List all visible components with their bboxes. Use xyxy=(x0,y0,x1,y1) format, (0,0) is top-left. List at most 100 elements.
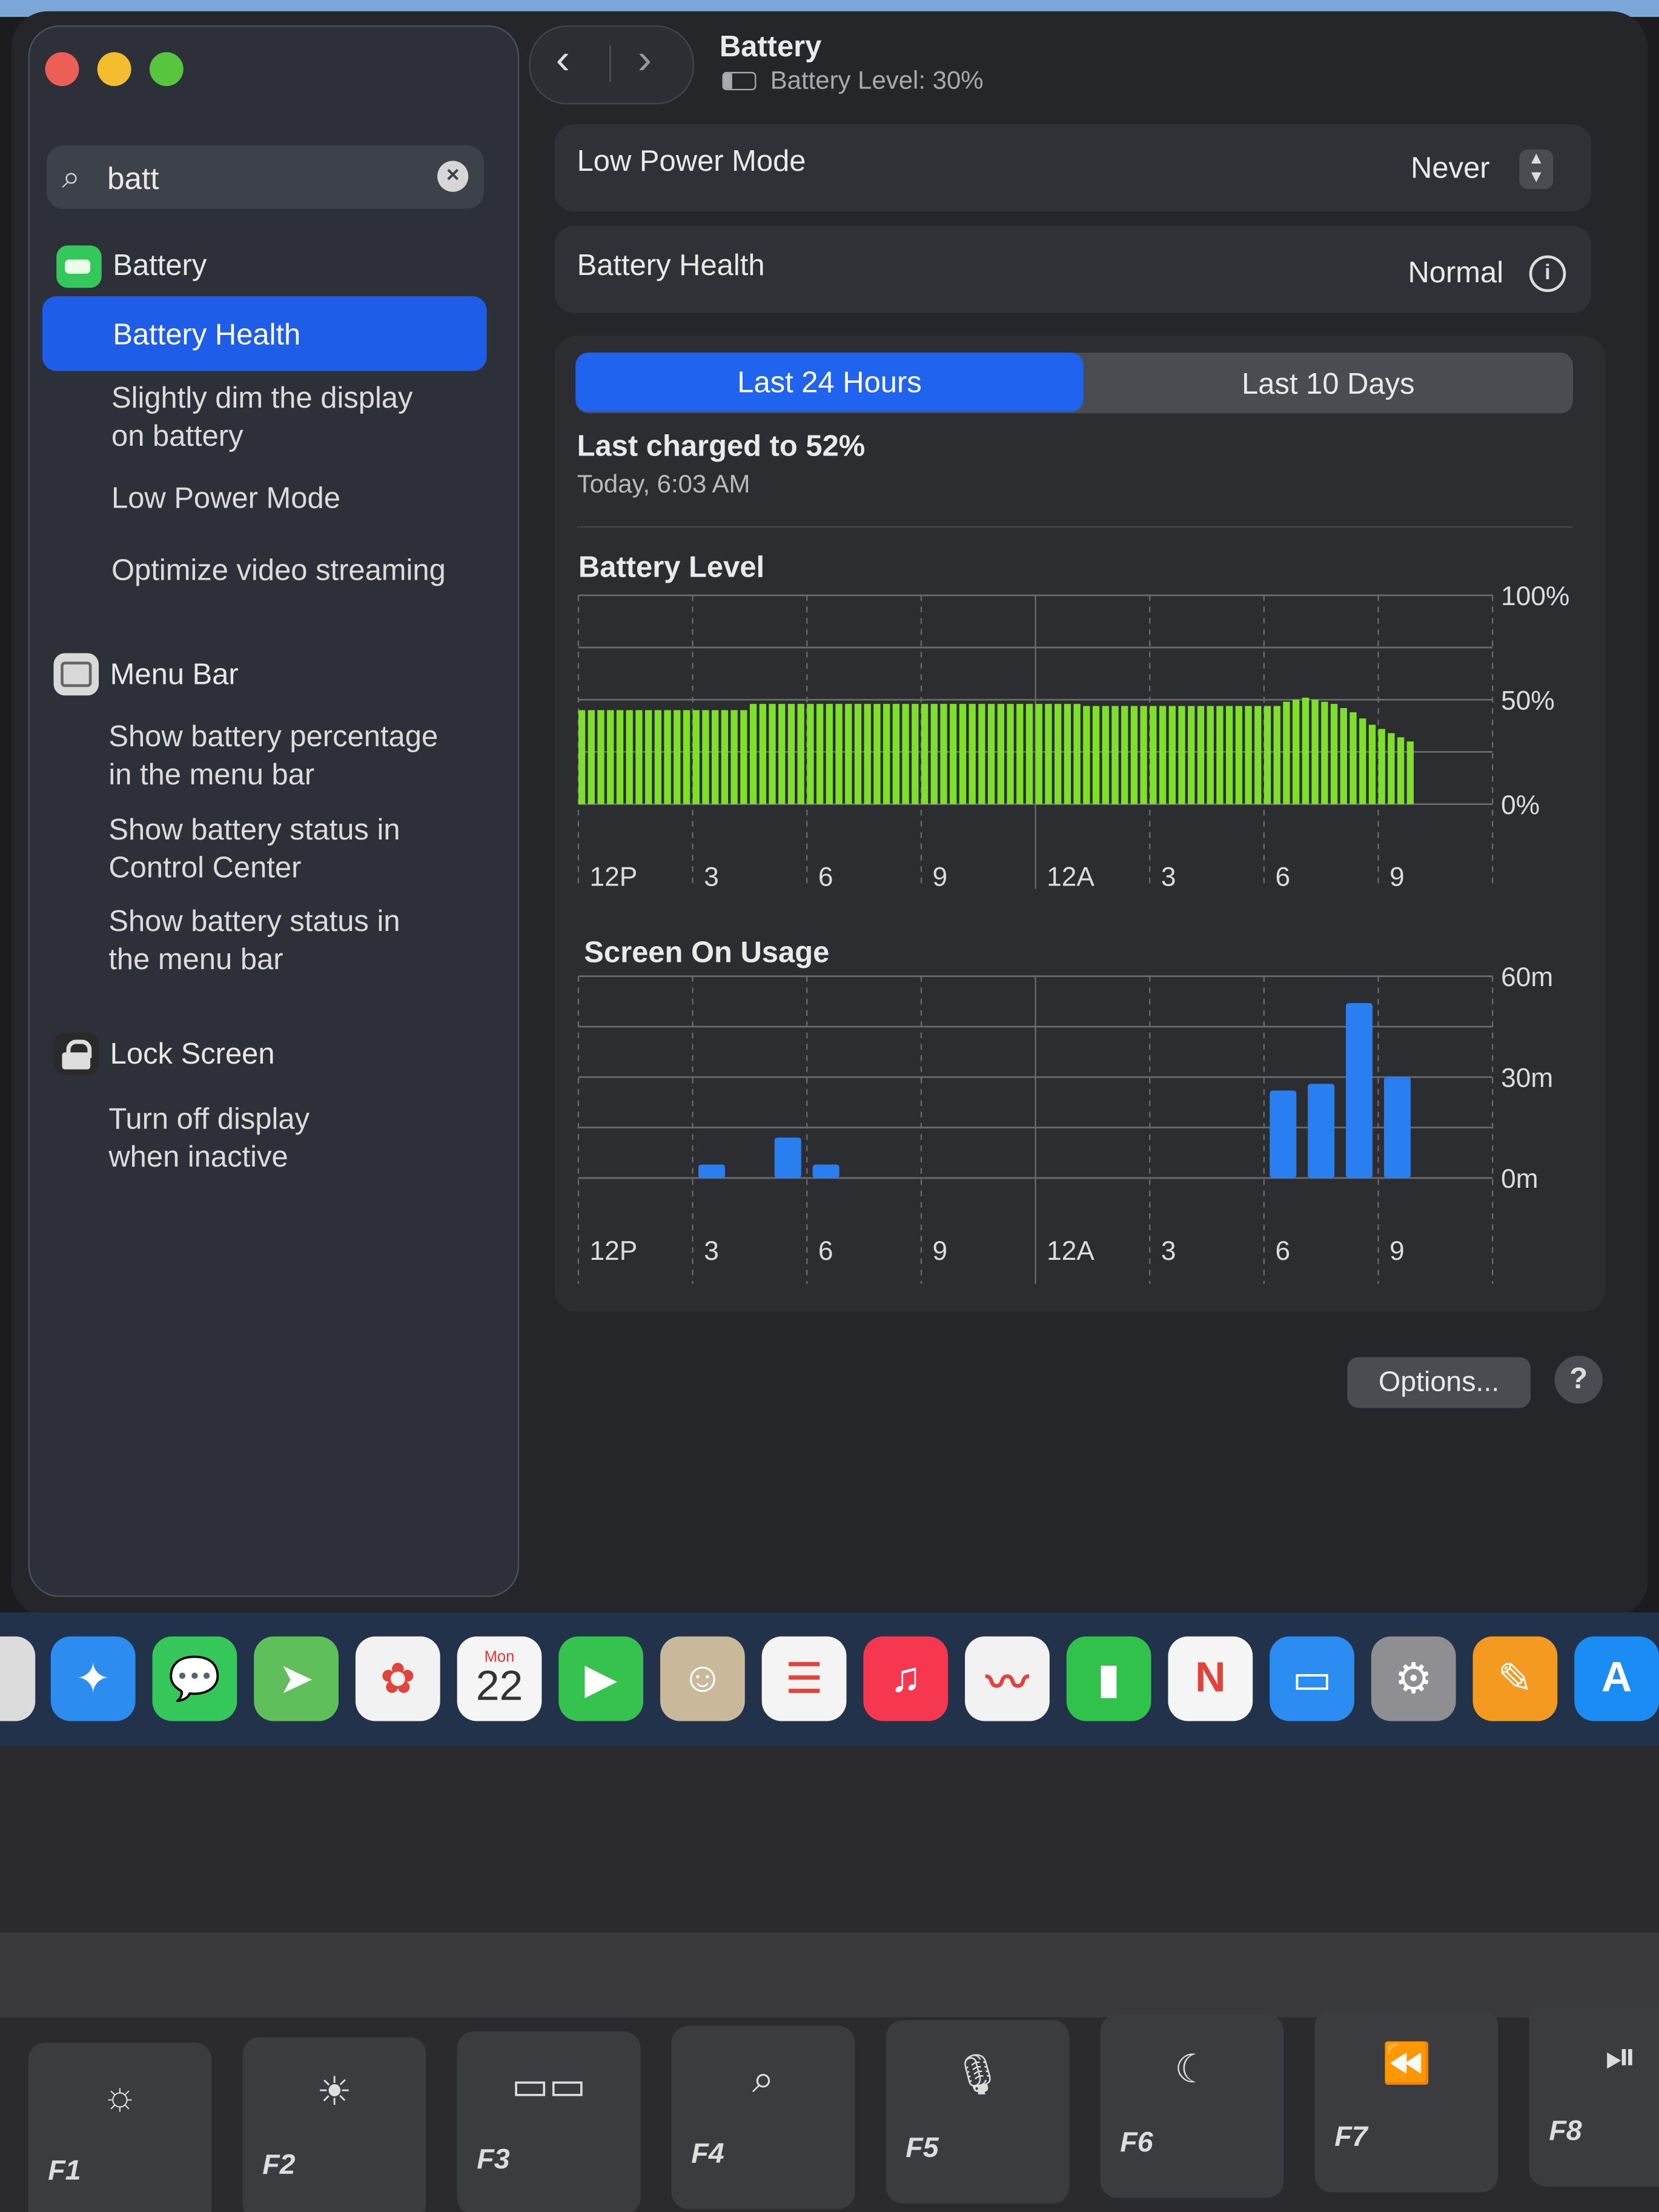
options-button[interactable] xyxy=(1347,1357,1531,1408)
bar xyxy=(987,704,995,804)
search-input[interactable]: batt xyxy=(107,161,159,196)
dock-app-news[interactable]: N xyxy=(1168,1636,1253,1721)
minimize-button[interactable] xyxy=(97,52,131,87)
x-tick-label: 12A xyxy=(1047,863,1094,892)
bar xyxy=(749,704,757,804)
sidebar-group-battery[interactable]: Battery xyxy=(113,250,207,282)
sidebar-item-battery-health[interactable] xyxy=(42,296,487,371)
window-subtitle: Battery Level: 30% xyxy=(770,66,984,95)
bar xyxy=(1368,724,1376,804)
bar xyxy=(1121,706,1128,804)
y-tick-label: 60m xyxy=(1501,962,1553,992)
key-f4[interactable]: ⌕ F4 xyxy=(671,2025,855,2210)
bar xyxy=(674,710,681,804)
sidebar-item-status-menu-bar[interactable]: Show battery status in the menu bar xyxy=(108,903,400,979)
nav-buttons xyxy=(529,25,694,105)
tab-last-24-hours[interactable] xyxy=(575,353,1084,412)
key-f2[interactable]: ☀ F2 xyxy=(242,2037,426,2212)
x-tick-label: 12A xyxy=(1047,1236,1094,1266)
chevron-right-icon[interactable]: › xyxy=(637,36,652,84)
dock-app-keynote[interactable]: ▭ xyxy=(1270,1636,1354,1721)
key-f6[interactable]: ☾ F6 xyxy=(1100,2014,1284,2198)
x-tick-label: 6 xyxy=(818,1236,833,1266)
last-charged-time: Today, 6:03 AM xyxy=(577,469,750,498)
chevron-left-icon[interactable]: ‹ xyxy=(555,36,570,84)
key-f8[interactable]: ⏯ F8 xyxy=(1529,2003,1659,2187)
sidebar-item-optimize-video[interactable]: Optimize video streaming xyxy=(111,554,446,587)
dock-app-facetime[interactable]: ▶ xyxy=(558,1636,644,1721)
bar xyxy=(1359,718,1366,804)
bar xyxy=(1083,706,1090,804)
battery-status-icon xyxy=(722,71,757,91)
system-settings-icon: ⚙ xyxy=(1394,1655,1433,1703)
label-line: Turn off display xyxy=(108,1103,310,1136)
key-f5[interactable]: 🎙 F5 xyxy=(886,2020,1070,2204)
dock-app-reminders[interactable]: ☰ xyxy=(761,1636,847,1721)
mission-control-icon: ▭▭ xyxy=(511,2064,586,2108)
dock-app-contacts[interactable]: ☺ xyxy=(660,1636,745,1721)
numbers-icon: ▮ xyxy=(1097,1655,1121,1703)
bar xyxy=(930,704,938,804)
dock-app-maps[interactable]: ➤ xyxy=(254,1636,339,1721)
low-power-mode-select[interactable]: Never xyxy=(1411,152,1490,185)
dock-app-freeform[interactable]: 〰 xyxy=(965,1636,1050,1721)
bar xyxy=(854,704,862,804)
key-f7[interactable]: ⏪ F7 xyxy=(1314,2008,1498,2193)
sidebar-item-low-power-mode[interactable]: Low Power Mode xyxy=(111,482,340,515)
dock-app-app-store[interactable]: A xyxy=(1574,1636,1659,1721)
bar xyxy=(1045,704,1052,804)
sidebar-group-lock-screen[interactable]: Lock Screen xyxy=(110,1038,275,1071)
dock-app-numbers[interactable]: ▮ xyxy=(1066,1636,1151,1721)
y-tick-label: 50% xyxy=(1501,686,1555,716)
dock-app-calendar[interactable]: Mon 22 xyxy=(457,1636,542,1721)
bar xyxy=(1130,706,1138,804)
key-f1[interactable]: ☼ F1 xyxy=(28,2042,212,2212)
bar xyxy=(787,704,795,804)
sidebar-item-label: Battery Health xyxy=(113,319,301,351)
zoom-button[interactable] xyxy=(149,52,184,87)
bar xyxy=(607,710,614,804)
sidebar-item-dim-display[interactable]: Slightly dim the display on battery xyxy=(111,380,413,456)
search-icon: ⌕ xyxy=(752,2056,775,2101)
dock-app-safari[interactable]: ✦ xyxy=(50,1636,136,1721)
bar xyxy=(1321,701,1328,804)
dock-app-photos[interactable]: ✿ xyxy=(355,1636,440,1721)
bar xyxy=(873,704,881,804)
keyboard-bezel xyxy=(0,1932,1659,2018)
bar xyxy=(883,704,890,804)
news-icon: N xyxy=(1195,1655,1226,1701)
reminders-icon: ☰ xyxy=(785,1655,823,1703)
dock-app-music[interactable]: ♫ xyxy=(863,1636,949,1721)
dock-app-system-settings[interactable]: ⚙ xyxy=(1371,1636,1456,1721)
search-field[interactable] xyxy=(46,145,484,209)
key-label: F5 xyxy=(906,2133,939,2164)
bar xyxy=(950,704,957,804)
help-button[interactable]: ? xyxy=(1554,1356,1603,1404)
sidebar-item-show-percentage[interactable]: Show battery percentage in the menu bar xyxy=(108,718,438,795)
bar xyxy=(845,704,852,804)
xmark-circle-icon[interactable]: × xyxy=(437,161,469,192)
low-power-mode-row xyxy=(554,124,1592,212)
bar xyxy=(1092,706,1100,804)
battery-icon xyxy=(56,245,102,288)
sidebar xyxy=(28,25,520,1597)
moon-icon: ☾ xyxy=(1174,2047,1210,2091)
tab-last-10-days[interactable]: Last 10 Days xyxy=(1242,368,1415,401)
sidebar-item-turn-off-display[interactable]: Turn off display when inactive xyxy=(108,1101,310,1177)
dock-app-pages[interactable]: ✎ xyxy=(1472,1636,1558,1721)
bar xyxy=(1140,706,1147,804)
sidebar-item-control-center[interactable]: Show battery status in Control Center xyxy=(108,811,400,887)
microphone-icon: 🎙 xyxy=(952,2052,1003,2097)
dock-app-partial[interactable] xyxy=(0,1636,36,1721)
key-f3[interactable]: ▭▭ F3 xyxy=(457,2031,641,2212)
close-button[interactable] xyxy=(45,52,79,87)
bar xyxy=(769,704,776,804)
chevron-up-down-icon[interactable]: ▲ ▼ xyxy=(1519,149,1554,190)
screen-on-usage-chart-title: Screen On Usage xyxy=(584,936,830,970)
dock-app-messages[interactable]: 💬 xyxy=(152,1636,237,1721)
sidebar-group-menu-bar[interactable]: Menu Bar xyxy=(110,658,239,692)
label-line: the menu bar xyxy=(108,944,283,976)
info-icon[interactable]: i xyxy=(1529,255,1566,293)
bar xyxy=(626,710,633,804)
lock-icon xyxy=(53,1032,99,1075)
